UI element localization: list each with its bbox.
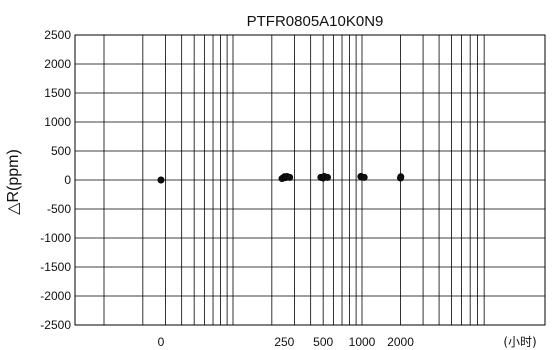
data-points — [157, 173, 405, 184]
y-tick-label: 2500 — [44, 28, 71, 42]
data-point — [360, 173, 368, 181]
x-tick-labels: 0 250 500 1000 2000 — [158, 335, 415, 349]
y-tick-label: -1000 — [40, 231, 71, 245]
y-tick-label: -500 — [47, 202, 71, 216]
x-tick-label: 2000 — [387, 335, 414, 349]
x-tick-label: 250 — [274, 335, 294, 349]
y-tick-label: 1000 — [44, 115, 71, 129]
chart-title: PTFR0805A10K0N9 — [247, 13, 384, 30]
data-point — [286, 173, 294, 181]
y-tick-label: -1500 — [40, 260, 71, 274]
x-tick-label: 1000 — [349, 335, 376, 349]
y-tick-label: 500 — [51, 144, 71, 158]
x-tick-label: 500 — [313, 335, 333, 349]
y-tick-label: 0 — [64, 173, 71, 187]
y-tick-label: -2000 — [40, 289, 71, 303]
y-tick-labels: 2500 2000 1500 1000 500 0 -500 -1000 -1500 -2000 -… — [40, 28, 71, 332]
grid-major-lines — [75, 34, 545, 326]
plot-frame — [74, 34, 546, 326]
y-tick-label: -2500 — [40, 318, 71, 332]
y-tick-label: 1500 — [44, 86, 71, 100]
y-axis-label: △R(ppm) — [5, 149, 22, 215]
data-point — [157, 176, 165, 184]
x-tick-label: 0 — [158, 335, 165, 349]
data-point — [397, 173, 405, 181]
y-tick-label: 2000 — [44, 57, 71, 71]
x-axis-unit-label: (小时) — [503, 335, 536, 349]
data-point — [323, 173, 331, 181]
